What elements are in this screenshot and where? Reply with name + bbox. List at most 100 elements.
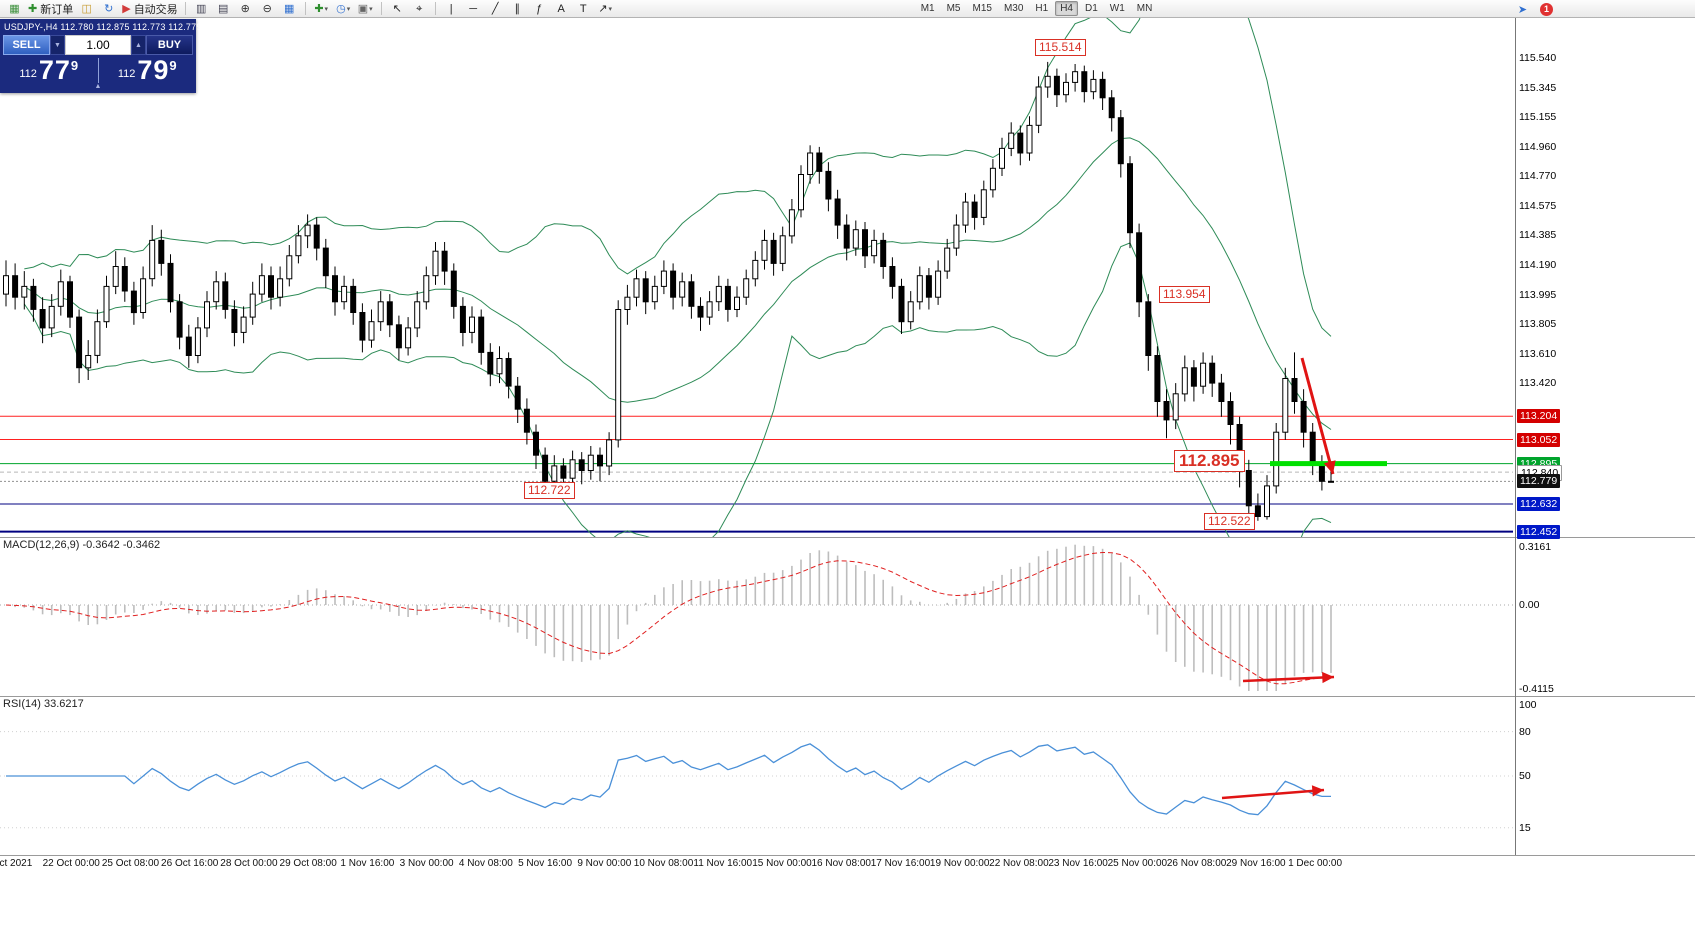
horizontal-line-icon[interactable]: ─: [463, 1, 484, 17]
toolbar-separator: [184, 2, 186, 15]
rsi-axis-level: 100: [1519, 699, 1537, 711]
rsi-axis-level: 80: [1519, 725, 1531, 738]
accounts-icon[interactable]: ▦: [4, 1, 25, 17]
template-icon[interactable]: ▣ ▾: [355, 1, 376, 17]
bars-style-icon[interactable]: ▥: [191, 1, 212, 17]
toolbar-separator: [380, 2, 382, 15]
vertical-line-icon[interactable]: |: [441, 1, 462, 17]
time-axis-label: 5 Nov 16:00: [518, 858, 573, 869]
price-scale[interactable]: [1515, 18, 1516, 855]
price-axis-badge: 112.632: [1517, 496, 1561, 511]
bid-big-digits: 77: [38, 55, 71, 85]
ask-pipette: 9: [169, 58, 177, 73]
dropdown-caret-icon: ▾: [324, 5, 329, 13]
price-axis-badge: 112.895: [1517, 456, 1561, 471]
period-icon[interactable]: ◷ ▾: [333, 1, 354, 17]
bid-prefix: 112: [19, 68, 37, 80]
channel-icon[interactable]: ∥: [507, 1, 528, 17]
ask-price[interactable]: 112 79 9: [101, 55, 195, 85]
label-icon[interactable]: T: [573, 1, 594, 17]
fibonacci-icon[interactable]: ƒ: [529, 1, 550, 17]
price-axis-tick: 115.155: [1519, 110, 1557, 123]
new-order-button[interactable]: ✚ 新订单: [26, 1, 75, 17]
macd-label: MACD(12,26,9) -0.3642 -0.3462: [3, 539, 161, 551]
arrows-tool-icon[interactable]: ↗ ▾: [595, 1, 616, 17]
timeframe-w1[interactable]: W1: [1109, 3, 1125, 14]
time-axis-label: 19 Nov 00:00: [929, 858, 990, 869]
macd-canvas[interactable]: [0, 538, 1513, 695]
horizontal-line-icon-glyph: ─: [469, 2, 478, 15]
add-indicator-icon[interactable]: ✚ ▾: [311, 1, 332, 17]
dropdown-caret-icon: ▾: [346, 5, 351, 13]
panel-separator[interactable]: [0, 537, 1695, 538]
time-axis-label: 15 Nov 00:00: [752, 858, 812, 869]
trendline-icon[interactable]: ╱: [485, 1, 506, 17]
period-icon-glyph: ◷: [336, 2, 346, 15]
panel-separator[interactable]: [0, 696, 1695, 697]
time-axis-label: 11 Nov 16:00: [693, 858, 753, 869]
buy-button[interactable]: BUY: [146, 35, 193, 55]
price-chart-canvas[interactable]: [0, 18, 1513, 537]
rsi-axis-level: 50: [1519, 770, 1531, 782]
bid-pipette: 9: [70, 58, 79, 73]
autotrade-button[interactable]: ▶ 自动交易: [120, 1, 179, 17]
time-axis-label: 23 Nov 16:00: [1048, 858, 1108, 869]
volume-input[interactable]: [65, 35, 131, 55]
time-axis-label: 1 Nov 16:00: [340, 858, 395, 869]
candles-style-icon[interactable]: ▤: [213, 1, 234, 17]
toolbar-separator: [434, 2, 436, 15]
rsi-canvas[interactable]: [0, 697, 1513, 854]
price-axis-tick: 113.805: [1519, 318, 1557, 331]
timeframe-m15[interactable]: M15: [972, 3, 992, 14]
timeframe-m5[interactable]: M5: [946, 3, 961, 14]
time-axis-label: 16 Nov 08:00: [811, 858, 871, 869]
ask-big-digits: 79: [137, 55, 170, 85]
time-axis-separator: [0, 855, 1695, 856]
panel-collapse-handle[interactable]: ▲: [94, 83, 102, 90]
notification-badge[interactable]: 1: [1540, 2, 1553, 16]
time-axis-label: 22 Nov 08:00: [989, 858, 1049, 869]
vertical-line-icon-glyph: |: [449, 2, 453, 15]
zoom-out-icon[interactable]: ⊖: [257, 1, 278, 17]
volume-up-button[interactable]: ▲: [131, 35, 146, 55]
text-icon[interactable]: A: [551, 1, 572, 17]
bid-price[interactable]: 112 77 9: [2, 55, 96, 85]
ask-prefix: 112: [117, 68, 136, 80]
rsi-label: RSI(14) 33.6217: [3, 698, 84, 710]
time-axis-label: 26 Oct 16:00: [161, 858, 219, 869]
timeframe-mn[interactable]: MN: [1136, 3, 1153, 14]
time-axis-label: 3 Nov 00:00: [399, 858, 454, 869]
toolbar-separator: [304, 2, 306, 15]
accounts-icon-glyph: ▦: [9, 2, 20, 15]
tile-windows-icon[interactable]: ▦: [279, 1, 300, 17]
arrows-tool-icon-glyph: ↗: [598, 2, 608, 15]
crosshair-icon[interactable]: ⌖: [409, 1, 430, 17]
sell-button[interactable]: SELL: [3, 35, 50, 55]
timeframe-h1[interactable]: H1: [1035, 3, 1049, 14]
timeframe-m1[interactable]: M1: [920, 3, 935, 14]
trendline-icon-glyph: ╱: [491, 2, 499, 15]
add-indicator-icon-glyph: ✚: [314, 2, 324, 15]
zoom-out-icon-glyph: ⊖: [262, 2, 272, 15]
dropdown-caret-icon: ▾: [369, 5, 373, 13]
time-axis-label: 17 Nov 16:00: [870, 858, 931, 869]
template-icon-glyph: ▣: [357, 2, 369, 15]
timeframe-d1[interactable]: D1: [1085, 3, 1098, 14]
volume-down-button[interactable]: ▼: [50, 35, 65, 55]
timeframe-h4[interactable]: H4: [1055, 1, 1078, 16]
charts-icon[interactable]: ◫: [76, 1, 97, 17]
time-axis-label: 25 Oct 08:00: [101, 858, 160, 869]
cursor-icon[interactable]: ↖: [387, 1, 408, 17]
price-chart-panel: USDJPY-,H4 112.780 112.875 112.773 112.7…: [0, 18, 1513, 537]
refresh-icon[interactable]: ↻: [98, 1, 119, 17]
autotrade-button-label: 自动交易: [133, 3, 178, 16]
community-icon[interactable]: ➤: [1517, 3, 1528, 16]
bid-ask-display: 112 77 9 112 79 9: [0, 55, 196, 85]
zoom-in-icon[interactable]: ⊕: [235, 1, 256, 17]
dropdown-caret-icon: ▾: [608, 5, 613, 13]
cursor-icon-glyph: ↖: [392, 2, 402, 15]
price-axis-tick: 114.770: [1519, 170, 1557, 182]
label-icon-glyph: T: [579, 2, 587, 15]
timeframe-m30[interactable]: M30: [1003, 3, 1024, 14]
macd-axis-min: -0.4115: [1519, 683, 1554, 695]
